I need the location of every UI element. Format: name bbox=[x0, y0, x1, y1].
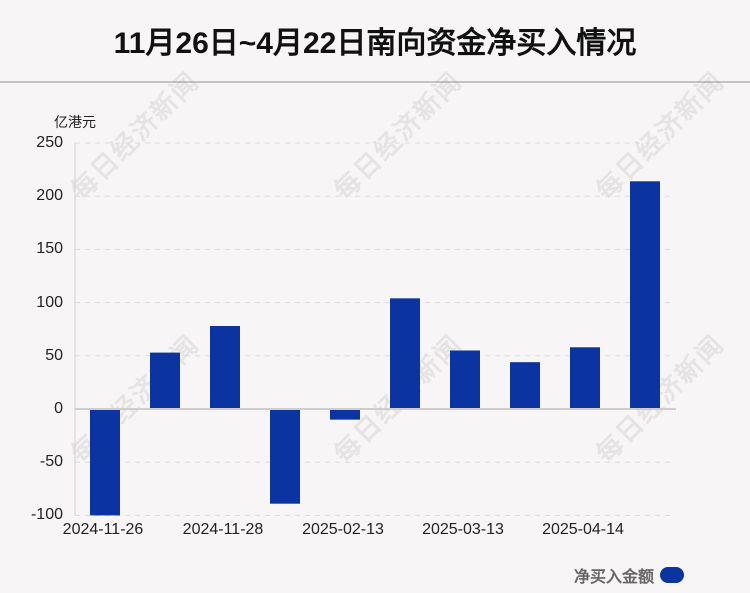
bar[interactable] bbox=[330, 409, 360, 420]
bar[interactable] bbox=[210, 326, 240, 409]
bar[interactable] bbox=[150, 352, 180, 409]
chart-title: 11月26日~4月22日南向资金净买入情况 bbox=[113, 27, 637, 60]
bar[interactable] bbox=[570, 347, 600, 409]
y-axis-unit-label: 亿港元 bbox=[54, 114, 96, 130]
legend-label: 净买入金额 bbox=[573, 569, 654, 586]
bar[interactable] bbox=[390, 298, 420, 409]
y-tick-label: 250 bbox=[36, 134, 63, 151]
x-tick-label: 2025-03-13 bbox=[422, 521, 504, 538]
y-tick-label: -50 bbox=[39, 453, 63, 471]
x-tick-label: 2024-11-28 bbox=[182, 521, 264, 538]
bar[interactable] bbox=[90, 409, 120, 516]
bar[interactable] bbox=[450, 350, 480, 409]
bar[interactable] bbox=[510, 362, 540, 409]
y-tick-label: 150 bbox=[36, 240, 63, 258]
legend-swatch-icon bbox=[660, 567, 684, 583]
x-tick-label: 2025-02-13 bbox=[302, 521, 384, 538]
title-divider bbox=[0, 81, 750, 83]
x-tick-label: 2024-11-26 bbox=[62, 521, 144, 538]
bar[interactable] bbox=[630, 181, 660, 409]
y-tick-label: 50 bbox=[45, 346, 63, 364]
bar[interactable] bbox=[270, 409, 300, 504]
y-tick-label: -100 bbox=[30, 506, 63, 524]
y-tick-label: 200 bbox=[36, 187, 63, 205]
legend[interactable]: 净买入金额 bbox=[574, 563, 684, 587]
x-tick-label: 2025-04-14 bbox=[542, 521, 624, 538]
y-tick-label: 100 bbox=[36, 293, 63, 311]
y-tick-label: 0 bbox=[54, 400, 63, 417]
